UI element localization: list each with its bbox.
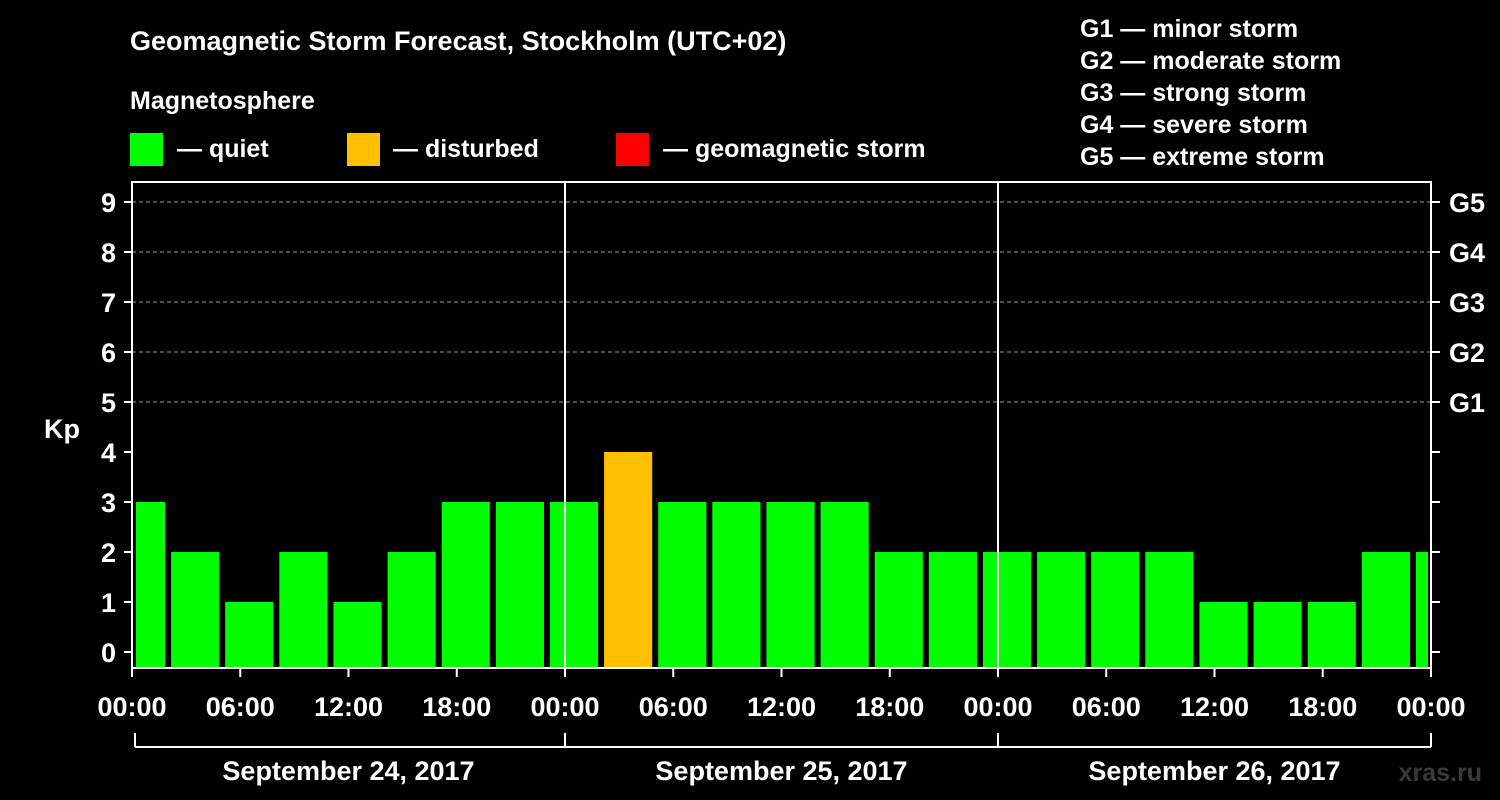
kp-bar [982, 552, 1032, 668]
date-axis: September 24, 2017 September 25, 2017 Sept… [134, 733, 1432, 786]
kp-bar [225, 602, 274, 668]
legend-label-quiet: — quiet [177, 135, 269, 163]
day-label: September 26, 2017 [1088, 756, 1340, 786]
kp-bar [658, 502, 707, 668]
x-tick-label: 06:00 [1072, 692, 1141, 722]
storm-level-label: G2 [1449, 338, 1485, 368]
kp-bar [333, 602, 382, 668]
storm-level-axis: G1 G2 G3 G4 G5 [1431, 188, 1485, 653]
kp-bar [604, 452, 653, 668]
kp-bar [1307, 602, 1356, 668]
storm-scale-g4: G4 — severe storm [1080, 111, 1308, 139]
legend-swatch-disturbed [347, 133, 380, 166]
kp-bar [874, 552, 923, 668]
x-tick-label: 18:00 [855, 692, 924, 722]
kp-bar [1037, 552, 1086, 668]
kp-bar [441, 502, 490, 668]
kp-bar [928, 552, 977, 668]
legend-label-disturbed: — disturbed [393, 135, 539, 163]
storm-level-label: G3 [1449, 288, 1485, 318]
storm-scale-g3: G3 — strong storm [1080, 79, 1306, 107]
y-tick-label: 1 [101, 588, 116, 618]
kp-bar [279, 552, 328, 668]
day-label: September 24, 2017 [222, 756, 474, 786]
gridlines [132, 201, 1431, 403]
x-tick-label: 18:00 [1288, 692, 1357, 722]
x-tick-label: 00:00 [963, 692, 1032, 722]
bars [136, 452, 1428, 668]
legend-swatch-quiet [130, 133, 163, 166]
y-axis-label: Kp [44, 414, 80, 444]
kp-bar [1361, 552, 1410, 668]
storm-level-label: G4 [1449, 238, 1485, 268]
storm-scale-g2: G2 — moderate storm [1080, 47, 1341, 75]
kp-bar [387, 552, 436, 668]
kp-bar [766, 502, 815, 668]
kp-bar [1145, 552, 1194, 668]
kp-bar [1253, 602, 1302, 668]
kp-bar [495, 502, 544, 668]
kp-bar [1091, 552, 1140, 668]
day-label: September 25, 2017 [655, 756, 907, 786]
y-tick-label: 4 [101, 438, 116, 468]
kp-bar [136, 502, 166, 668]
storm-scale-g1: G1 — minor storm [1080, 15, 1298, 43]
y-tick-label: 2 [101, 538, 116, 568]
y-tick-label: 3 [101, 488, 116, 518]
x-tick-label: 12:00 [1180, 692, 1249, 722]
y-tick-label: 6 [101, 338, 116, 368]
kp-bar [1415, 552, 1428, 668]
storm-level-label: G1 [1449, 388, 1485, 418]
kp-bar [1199, 602, 1248, 668]
x-tick-label: 18:00 [422, 692, 491, 722]
y-tick-label: 0 [101, 638, 116, 668]
x-tick-label: 00:00 [97, 692, 166, 722]
y-axis-ticks: 0 1 2 3 4 5 6 7 8 9 [101, 188, 132, 668]
storm-level-label: G5 [1449, 188, 1485, 218]
x-axis-ticks: 00:00 06:00 12:00 18:00 00:00 06:00 12:00 18:00… [97, 668, 1466, 722]
storm-scale-g5: G5 — extreme storm [1080, 143, 1325, 171]
y-tick-label: 8 [101, 238, 116, 268]
y-tick-label: 9 [101, 188, 116, 218]
kp-bar [549, 502, 599, 668]
y-tick-label: 7 [101, 288, 116, 318]
x-tick-label: 00:00 [530, 692, 599, 722]
legend-label-storm: — geomagnetic storm [663, 135, 926, 163]
legend-swatch-storm [616, 133, 649, 166]
chart-title: Geomagnetic Storm Forecast, Stockholm (U… [130, 26, 786, 56]
watermark: xras.ru [1399, 759, 1482, 787]
kp-bar [171, 552, 220, 668]
x-tick-label: 00:00 [1396, 692, 1465, 722]
x-tick-label: 06:00 [639, 692, 708, 722]
x-tick-label: 12:00 [747, 692, 816, 722]
kp-bar [712, 502, 761, 668]
legend-title: Magnetosphere [130, 87, 315, 115]
y-tick-label: 5 [101, 388, 116, 418]
x-tick-label: 12:00 [314, 692, 383, 722]
kp-bar [820, 502, 869, 668]
x-tick-label: 06:00 [206, 692, 275, 722]
